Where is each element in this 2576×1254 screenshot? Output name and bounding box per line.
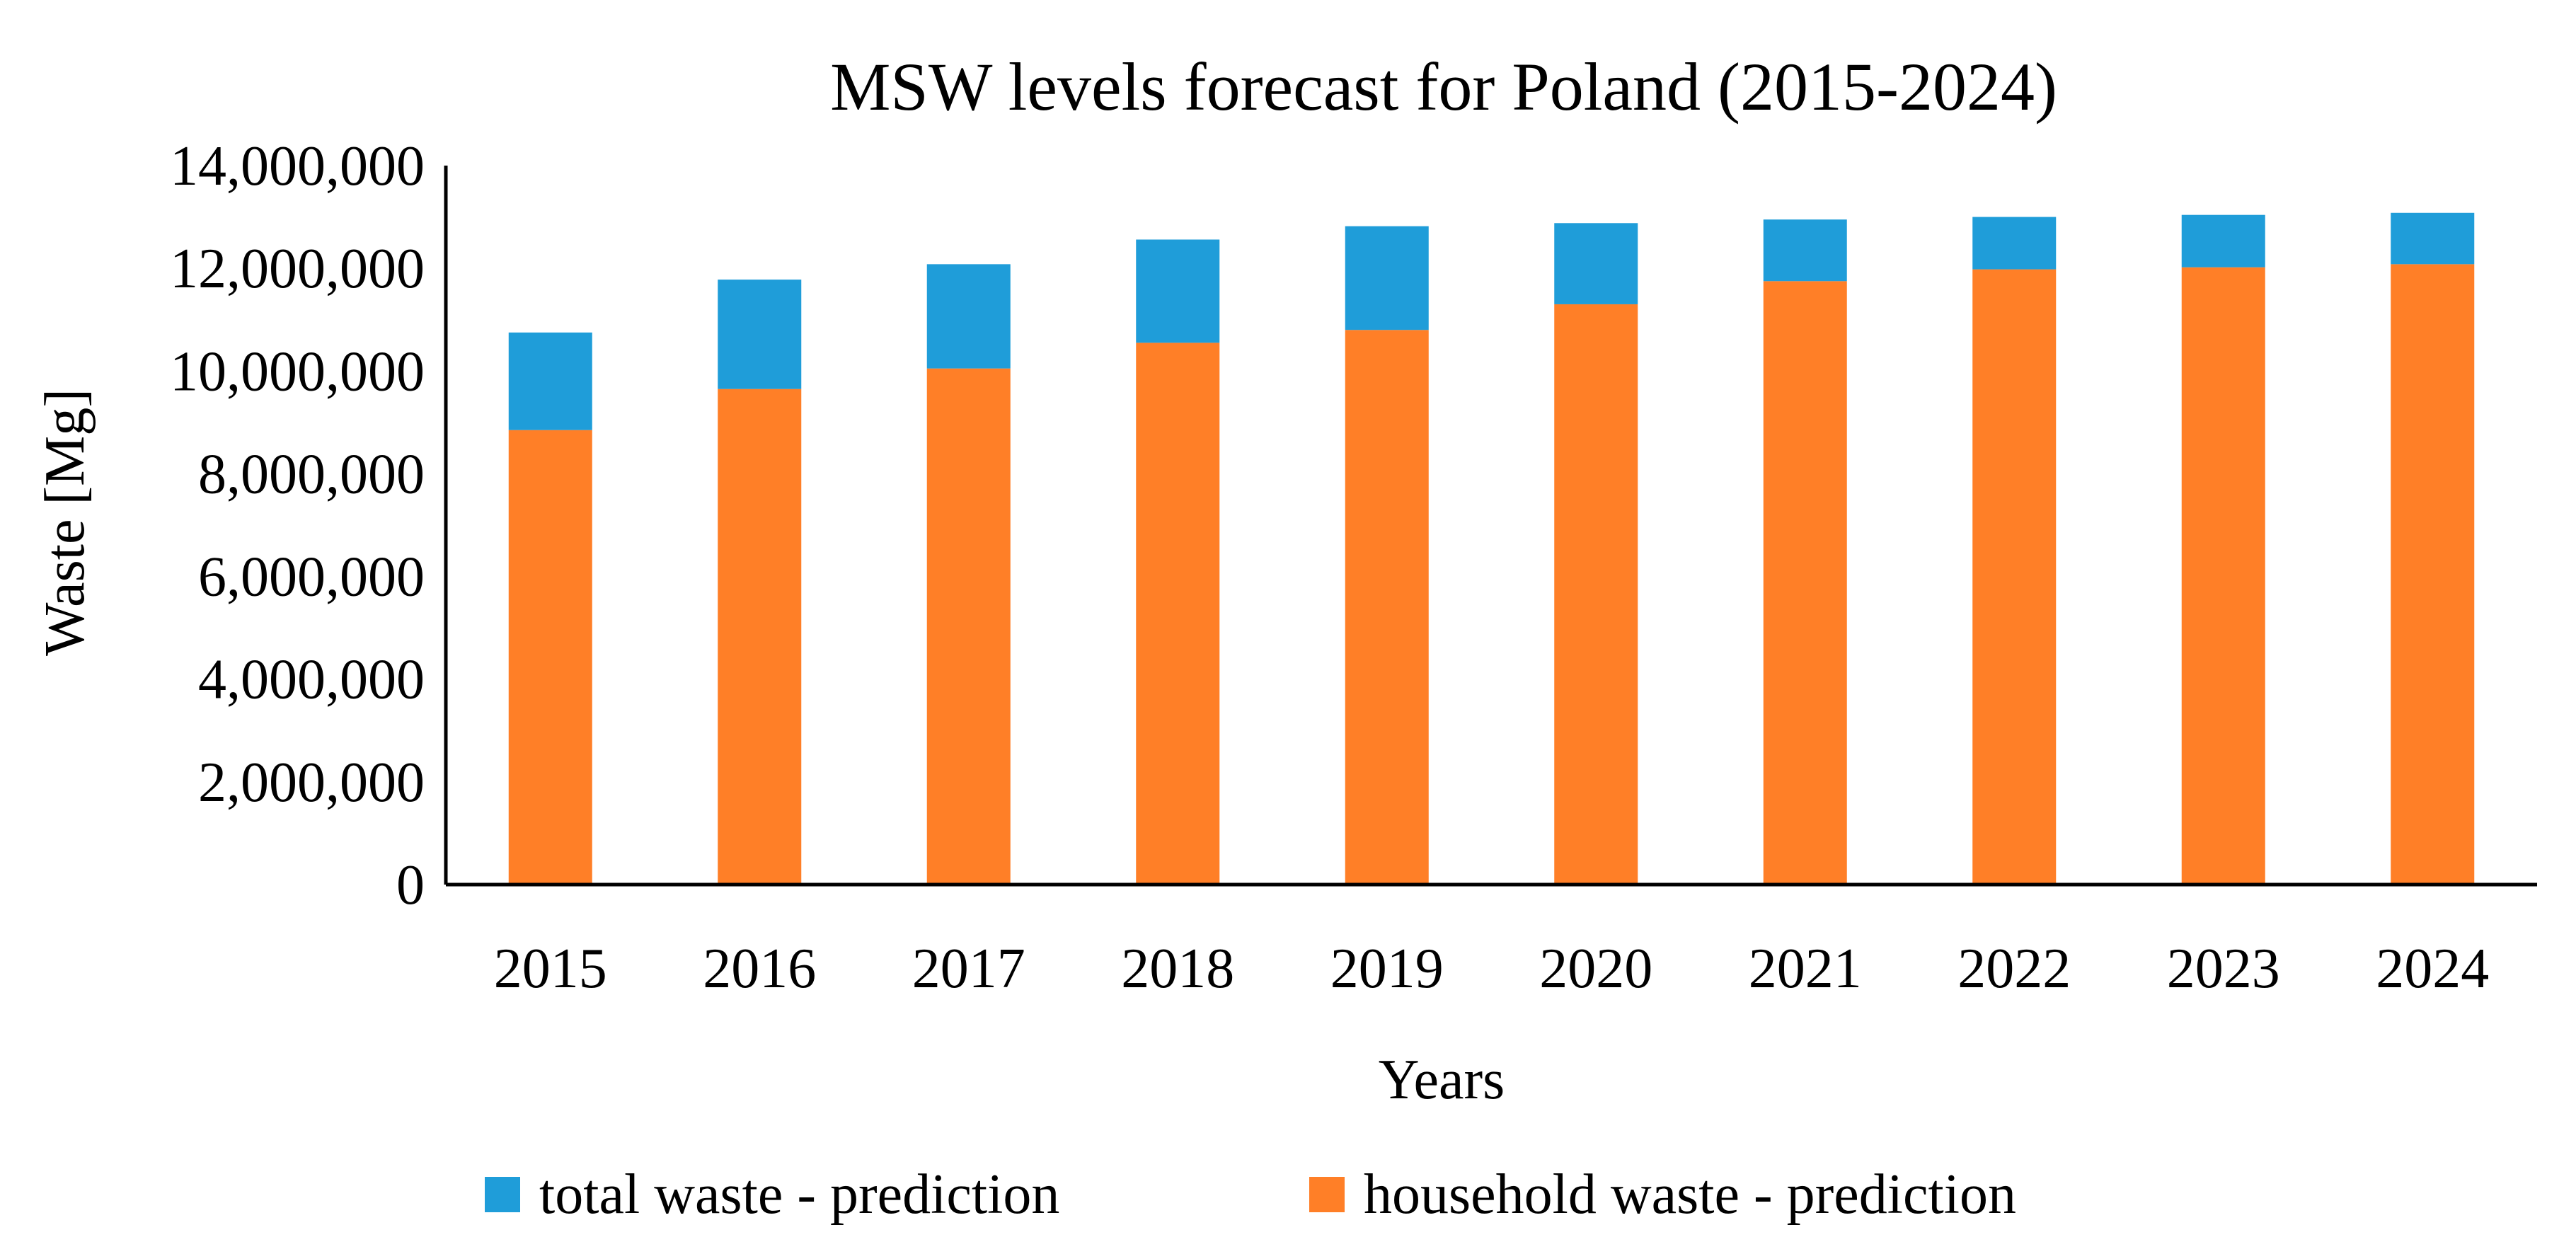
bar-household-2023 <box>2181 267 2265 885</box>
y-tick-label: 0 <box>396 854 425 916</box>
x-tick-label: 2024 <box>2376 938 2489 1000</box>
bar-total-2021 <box>1763 219 1847 282</box>
x-axis-ticks: 2015 2016 2017 2018 2019 2020 2021 2022 2023 2024 <box>494 938 2490 1000</box>
bar-total-2023 <box>2181 214 2265 268</box>
x-tick-label: 2018 <box>1121 938 1234 1000</box>
x-tick-label: 2021 <box>1749 938 1862 1000</box>
legend-label: total waste - prediction <box>539 1163 1059 1226</box>
bar-total-2024 <box>2391 212 2475 265</box>
bar-total-2019 <box>1345 226 1429 330</box>
bar-total-2015 <box>508 332 592 430</box>
x-tick-label: 2016 <box>703 938 816 1000</box>
bar-household-2015 <box>508 430 592 885</box>
x-tick-label: 2019 <box>1330 938 1444 1000</box>
x-tick-label: 2020 <box>1539 938 1652 1000</box>
bar-total-2022 <box>1972 217 2057 270</box>
bar-household-2019 <box>1345 330 1429 885</box>
legend: total waste - prediction household waste … <box>485 1163 2016 1226</box>
x-tick-label: 2023 <box>2167 938 2280 1000</box>
x-tick-label: 2022 <box>1957 938 2071 1000</box>
y-axis-ticks: 0 2,000,000 4,000,000 6,000,000 8,000,000 10,… <box>170 135 425 916</box>
bar-total-2018 <box>1136 239 1220 343</box>
bar-total-2020 <box>1554 223 1638 304</box>
bar-household-2016 <box>718 389 802 885</box>
bar-total-2016 <box>718 280 802 389</box>
legend-label: household waste - prediction <box>1364 1163 2016 1226</box>
y-tick-label: 6,000,000 <box>198 546 425 609</box>
y-tick-label: 4,000,000 <box>198 649 425 711</box>
bar-household-2024 <box>2391 264 2475 885</box>
y-tick-label: 2,000,000 <box>198 752 425 814</box>
chart-title: MSW levels forecast for Poland (2015-202… <box>830 49 2057 125</box>
bar-household-2021 <box>1763 281 1847 885</box>
bar-total-2017 <box>926 264 1011 369</box>
bar-household-2020 <box>1554 304 1638 885</box>
bar-household-2017 <box>926 368 1011 885</box>
legend-swatch <box>1309 1177 1345 1212</box>
y-tick-label: 14,000,000 <box>170 135 425 197</box>
y-axis-title: Waste [Mg] <box>34 389 96 656</box>
x-tick-label: 2017 <box>912 938 1025 1000</box>
y-tick-label: 10,000,000 <box>170 340 425 403</box>
x-tick-label: 2015 <box>494 938 607 1000</box>
bar-household-2018 <box>1136 343 1220 885</box>
x-axis-title: Years <box>1379 1049 1505 1111</box>
bars <box>508 212 2475 885</box>
y-tick-label: 12,000,000 <box>170 238 425 300</box>
legend-swatch <box>485 1177 520 1212</box>
y-tick-label: 8,000,000 <box>198 443 425 505</box>
bar-household-2022 <box>1972 269 2057 885</box>
